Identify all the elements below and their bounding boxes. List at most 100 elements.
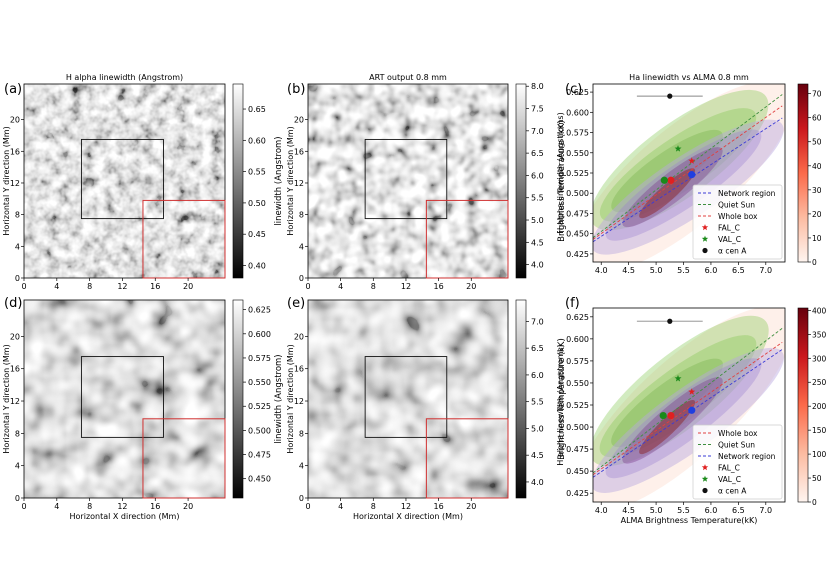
quiet-sun-contour — [599, 335, 757, 458]
legend — [692, 424, 783, 500]
colorbar-tick-label: 0.475 — [248, 451, 271, 460]
x-tick-label: 16 — [150, 502, 160, 511]
y-tick-label: 8 — [15, 211, 20, 220]
fit-line-network-region — [593, 349, 783, 478]
y-tick-label: 0.475 — [566, 445, 589, 454]
x-tick-label: 20 — [183, 282, 193, 291]
legend-swatch — [701, 235, 709, 242]
y-tick-label: 8 — [15, 429, 20, 438]
colorbar-tick-label: 7.0 — [531, 317, 544, 326]
x-tick-label: 16 — [150, 282, 160, 291]
x-tick-label: 7.0 — [759, 266, 772, 275]
network-region-box — [364, 138, 448, 220]
quiet-sun-contour — [593, 315, 769, 466]
legend-label: Network region — [718, 452, 776, 461]
y-tick-label: 0 — [299, 494, 304, 503]
colorbar — [232, 299, 244, 499]
x-tick-label: 0 — [21, 502, 26, 511]
region-mean-point — [688, 171, 696, 179]
colorbar-tick-label: 0.600 — [248, 330, 271, 339]
x-tick-label: 16 — [434, 502, 444, 511]
region-mean-point — [659, 411, 667, 420]
colorbar-tick-label: 0.50 — [248, 199, 266, 208]
map-title: H alpha linewidth (Angstrom) — [66, 73, 183, 82]
fit-line-whole-box — [593, 342, 783, 476]
y-tick-label: 4 — [299, 242, 304, 251]
panel-letter-f: (f) — [565, 296, 580, 311]
network-region-contour — [605, 129, 762, 241]
colorbar-tick-label: 0.525 — [248, 402, 271, 411]
map-image — [308, 84, 508, 278]
x-axis-label: Horizontal X direction (Mm) — [353, 512, 463, 521]
colorbar-tick-label: 40 — [812, 162, 822, 171]
y-tick-label: 0.450 — [566, 467, 589, 476]
x-tick-label: 4.0 — [595, 506, 608, 515]
colorbar-tick-label: 10 — [812, 234, 822, 243]
whole-box-density-core — [622, 147, 723, 228]
quiet-sun-box — [142, 418, 226, 499]
x-tick-label: 6.0 — [705, 506, 718, 515]
colorbar-tick-label: 0 — [812, 498, 817, 507]
colorbar — [515, 299, 527, 499]
quiet-sun-box — [425, 199, 509, 279]
x-tick-label: 4 — [54, 282, 59, 291]
x-tick-label: 20 — [466, 282, 476, 291]
x-tick-label: 4 — [338, 502, 343, 511]
y-tick-label: 0.425 — [566, 489, 589, 498]
y-tick-label: 0.525 — [566, 401, 589, 410]
fit-line-network-region — [593, 117, 783, 243]
y-tick-label: 0.600 — [566, 108, 589, 117]
colorbar-tick-label: 4.5 — [531, 451, 544, 460]
quiet-sun-contour — [611, 129, 723, 213]
legend-label: VAL_C — [718, 475, 741, 484]
x-tick-label: 0 — [305, 502, 310, 511]
map-panel-d: 0 4 8 12 16 20 0 4 8 12 16 20 Horizontal Y direction… — [2, 299, 284, 521]
x-tick-label: 12 — [117, 502, 127, 511]
x-tick-label: 6.5 — [732, 266, 745, 275]
colorbar — [232, 83, 244, 279]
network-region-box — [364, 356, 448, 438]
colorbar-tick-label: 70 — [812, 90, 822, 99]
y-axis-label: H alpha linewidth (Angstroms) — [556, 112, 565, 233]
map-image — [308, 300, 508, 498]
colorbar-tick-label: 6.5 — [531, 344, 544, 353]
colorbar-label: linewidth (Angstrom) — [274, 136, 284, 225]
y-tick-label: 0.475 — [566, 209, 589, 218]
colorbar-tick-label: 0.575 — [248, 354, 271, 363]
marker-val-c — [674, 374, 682, 382]
y-tick-label: 20 — [294, 116, 304, 125]
region-mean-point — [688, 406, 696, 414]
legend-label: Quiet Sun — [718, 441, 755, 450]
panel-letter-a: (a) — [4, 82, 22, 97]
x-tick-label: 20 — [183, 502, 193, 511]
map-title: ART output 0.8 mm — [369, 73, 447, 82]
network-region-box — [80, 356, 164, 438]
x-tick-label: 12 — [401, 282, 411, 291]
y-tick-label: 12 — [10, 397, 20, 406]
x-tick-label: 4 — [54, 502, 59, 511]
colorbar-tick-label: 4.0 — [531, 478, 544, 487]
x-axis-label: Horizontal X direction (Mm) — [70, 512, 180, 521]
x-tick-label: 8 — [87, 502, 92, 511]
quiet-sun-contour — [593, 89, 769, 231]
density-clouds — [593, 308, 785, 502]
scatter-panel-f: 4.0 4.5 5.0 5.5 6.0 6.5 7.0 0.425 0.450 0.475 0.50… — [556, 306, 827, 525]
colorbar-label: Brightness Temperature (kK) — [557, 338, 567, 460]
x-tick-label: 6.0 — [705, 266, 718, 275]
y-tick-label: 12 — [10, 179, 20, 188]
colorbar-tick-label: 30 — [812, 186, 822, 195]
y-axis-label: Horizontal Y direction (Mm) — [2, 126, 11, 235]
scatter-density-halo — [593, 308, 785, 502]
y-tick-label: 4 — [299, 462, 304, 471]
colorbar — [515, 83, 527, 279]
y-tick-label: 16 — [10, 147, 20, 156]
legend-swatch — [701, 475, 709, 482]
y-tick-label: 16 — [10, 365, 20, 374]
colorbar-tick-label: 0.500 — [248, 426, 271, 435]
x-tick-label: 4.5 — [622, 506, 635, 515]
panel-letter-e: (e) — [287, 296, 305, 311]
y-tick-label: 0 — [15, 494, 20, 503]
legend-label: Quiet Sun — [718, 201, 755, 210]
map-panel-e: 0 4 8 12 16 20 0 4 8 12 16 20 Horizontal Y direction… — [286, 299, 567, 521]
colorbar-tick-label: 6.0 — [531, 371, 544, 380]
